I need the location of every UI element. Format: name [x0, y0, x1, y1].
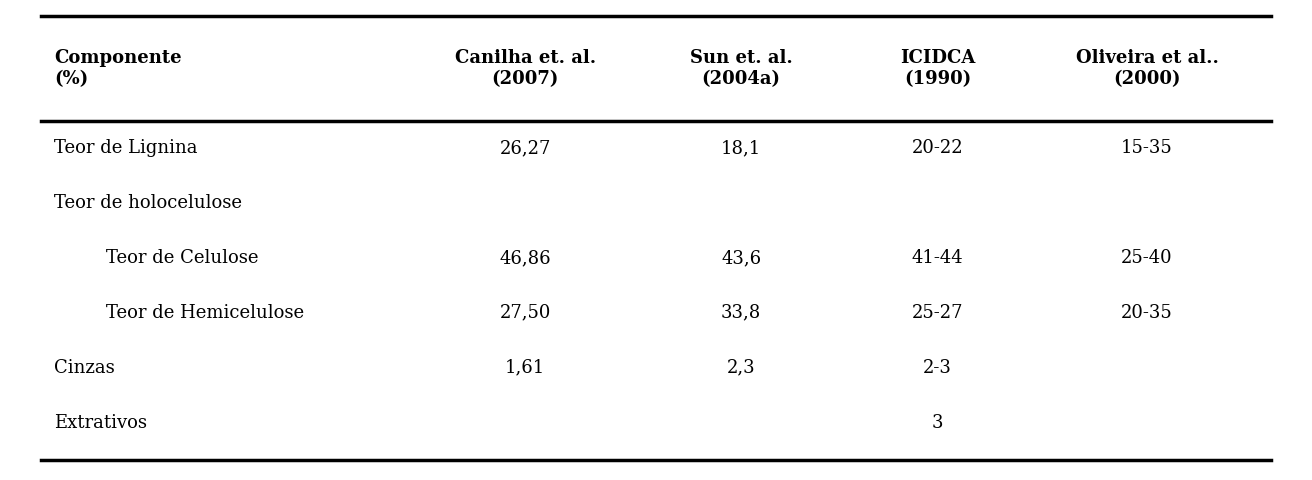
Text: 1,61: 1,61: [505, 359, 546, 377]
Text: 3: 3: [932, 414, 943, 432]
Text: ICIDCA
(1990): ICIDCA (1990): [900, 49, 975, 87]
Text: 20-35: 20-35: [1120, 304, 1173, 322]
Text: 27,50: 27,50: [500, 304, 551, 322]
Text: 25-27: 25-27: [912, 304, 963, 322]
Text: Extrativos: Extrativos: [54, 414, 147, 432]
Text: Canilha et. al.
(2007): Canilha et. al. (2007): [454, 49, 596, 87]
Text: Teor de Lignina: Teor de Lignina: [54, 139, 197, 157]
Text: Componente
(%): Componente (%): [54, 49, 181, 87]
Text: 2-3: 2-3: [924, 359, 953, 377]
Text: Sun et. al.
(2004a): Sun et. al. (2004a): [690, 49, 792, 87]
Text: 33,8: 33,8: [722, 304, 761, 322]
Text: Teor de Hemicelulose: Teor de Hemicelulose: [106, 304, 304, 322]
Text: Oliveira et al..
(2000): Oliveira et al.. (2000): [1076, 49, 1219, 87]
Text: 26,27: 26,27: [500, 139, 551, 157]
Text: 41-44: 41-44: [912, 249, 963, 267]
Text: 43,6: 43,6: [722, 249, 761, 267]
Text: 25-40: 25-40: [1122, 249, 1173, 267]
Text: Cinzas: Cinzas: [54, 359, 114, 377]
Text: 18,1: 18,1: [722, 139, 761, 157]
Text: 46,86: 46,86: [500, 249, 551, 267]
Text: 2,3: 2,3: [727, 359, 756, 377]
Text: 20-22: 20-22: [912, 139, 963, 157]
Text: Teor de holocelulose: Teor de holocelulose: [54, 194, 241, 212]
Text: 15-35: 15-35: [1120, 139, 1173, 157]
Text: Teor de Celulose: Teor de Celulose: [106, 249, 258, 267]
